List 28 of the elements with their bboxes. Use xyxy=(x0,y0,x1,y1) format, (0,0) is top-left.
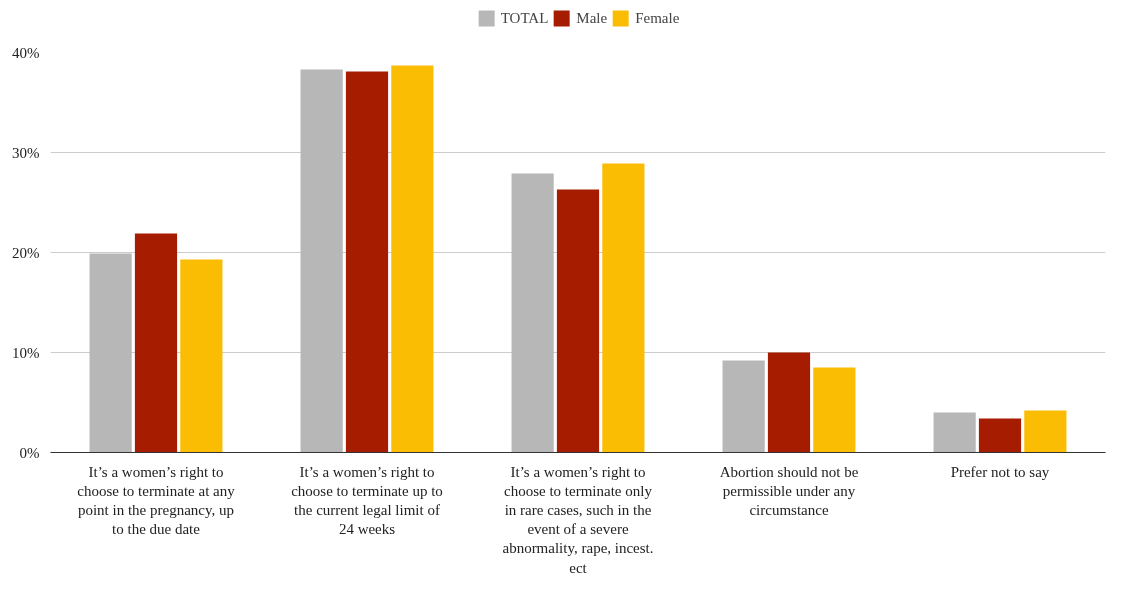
bar xyxy=(978,418,1022,453)
bar xyxy=(767,352,811,453)
bar xyxy=(180,259,223,453)
legend-label: Female xyxy=(635,9,680,27)
bar xyxy=(602,163,645,453)
x-tick-label: Prefer not to say xyxy=(950,463,1050,480)
bar xyxy=(933,412,976,453)
y-tick-label: 40% xyxy=(12,44,40,61)
bar xyxy=(1024,410,1067,453)
bar xyxy=(722,360,765,453)
bar xyxy=(511,173,554,453)
y-tick-label: 30% xyxy=(12,144,40,161)
x-tick-label: It’s a women’s right to choose to terminate at any point in the pregnancy, up to the due date xyxy=(77,463,236,538)
legend-label: TOTAL xyxy=(500,9,549,27)
y-tick-label: 10% xyxy=(12,344,40,361)
bar xyxy=(134,233,178,453)
bar xyxy=(300,69,343,453)
bar xyxy=(345,71,389,453)
bar xyxy=(89,253,132,453)
x-tick-label: Abortion should not be permissible under any circumstance xyxy=(719,463,859,518)
bar xyxy=(813,367,856,453)
legend-label: Male xyxy=(576,9,608,27)
y-tick-label: 20% xyxy=(12,244,40,261)
x-tick-label: It’s a women’s right to choose to terminate only in rare cases, such in the event of a severe abnormality, rape, incest. ect xyxy=(502,463,654,576)
y-tick-label: 0% xyxy=(19,444,40,461)
x-tick-label: It’s a women’s right to choose to terminate up to the current legal limit of 24 weeks xyxy=(291,463,443,538)
bar xyxy=(391,65,434,453)
bar xyxy=(556,189,600,453)
